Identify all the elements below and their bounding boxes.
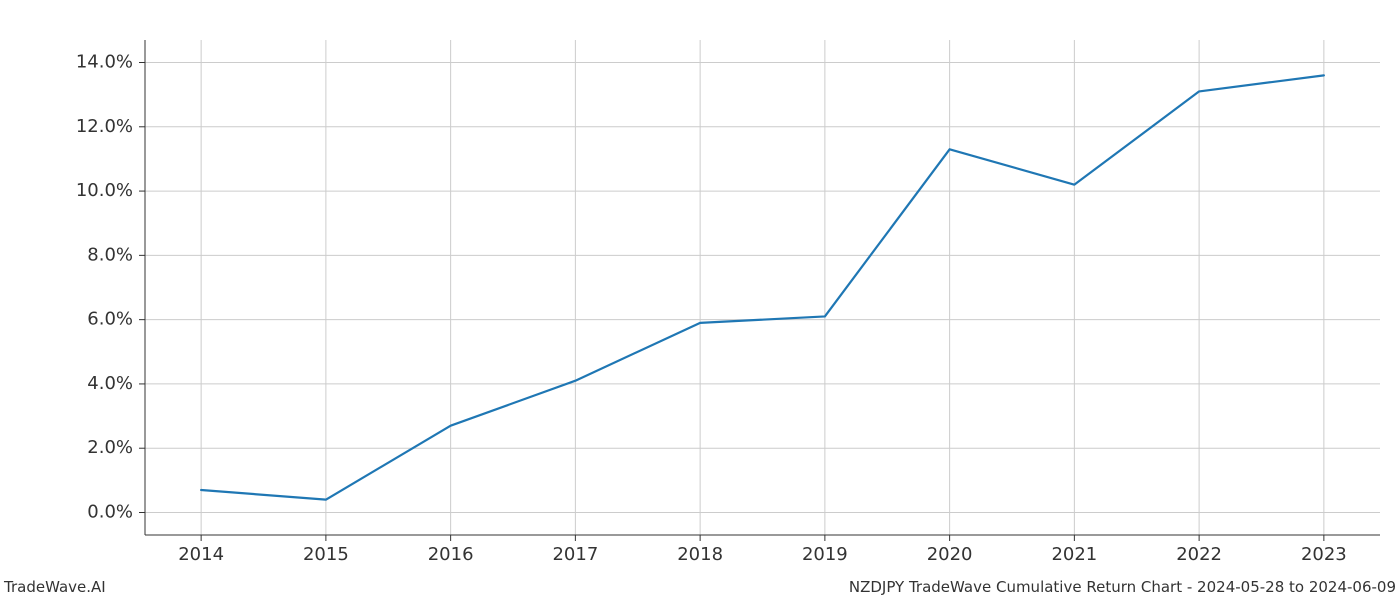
x-axis-ticks: 2014 2015 2016 2017 2018 2019 2020 2021 2022 2023	[178, 535, 1347, 565]
x-tick-label: 2018	[677, 544, 723, 565]
y-tick-label: 0.0%	[87, 502, 133, 523]
x-tick-label: 2021	[1051, 544, 1097, 565]
x-tick-label: 2017	[552, 544, 598, 565]
x-tick-label: 2023	[1301, 544, 1347, 565]
chart-container: 0.0%2.0%4.0%6.0%8.0%10.0%12.0%14.0%20142…	[0, 0, 1400, 600]
x-tick-label: 2022	[1176, 544, 1222, 565]
series-line	[201, 75, 1324, 499]
x-tick-label: 2020	[927, 544, 973, 565]
x-tick-label: 2014	[178, 544, 224, 565]
y-tick-label: 10.0%	[76, 180, 133, 201]
y-tick-label: 4.0%	[87, 373, 133, 394]
y-tick-label: 8.0%	[87, 244, 133, 265]
y-tick-label: 12.0%	[76, 116, 133, 137]
x-tick-label: 2015	[303, 544, 349, 565]
footer-left-text: TradeWave.AI	[4, 578, 106, 596]
y-axis-ticks: 0.0% 2.0% 4.0% 6.0% 8.0% 10.0% 12.0% 14.0%	[76, 52, 145, 523]
line-chart: 0.0%2.0%4.0%6.0%8.0%10.0%12.0%14.0%20142…	[0, 0, 1400, 600]
y-tick-label: 2.0%	[87, 437, 133, 458]
x-tick-label: 2016	[428, 544, 474, 565]
footer-right-text: NZDJPY TradeWave Cumulative Return Chart…	[849, 578, 1396, 596]
x-tick-label: 2019	[802, 544, 848, 565]
gridlines	[145, 40, 1380, 535]
y-tick-label: 6.0%	[87, 309, 133, 330]
y-tick-label: 14.0%	[76, 52, 133, 73]
